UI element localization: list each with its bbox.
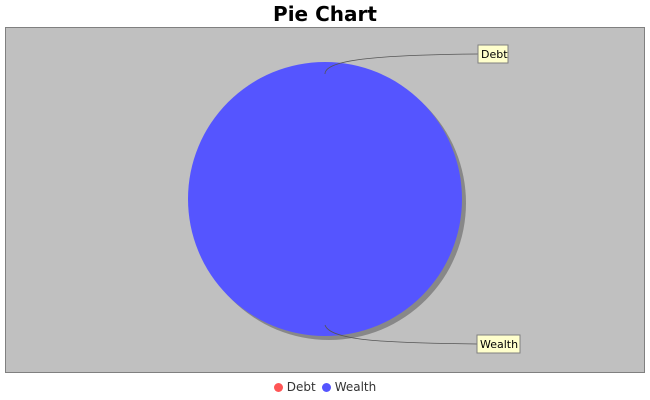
legend-swatch-wealth <box>321 382 331 392</box>
chart-title: Pie Chart <box>273 2 377 26</box>
legend-label-wealth: Wealth <box>334 380 377 394</box>
pie-slices <box>188 62 462 336</box>
callout-label-debt: Debt <box>481 48 508 61</box>
pie-slice-wealth <box>188 62 462 336</box>
legend-label-debt: Debt <box>286 380 316 394</box>
callout-line-wealth <box>324 324 478 345</box>
callout-label-wealth: Wealth <box>480 338 518 351</box>
legend: Debt Wealth <box>0 380 650 394</box>
callout-line-debt <box>324 53 479 75</box>
legend-swatch-debt <box>273 382 283 392</box>
callout-box-debt <box>477 44 509 64</box>
legend-item-wealth: Wealth <box>321 380 377 394</box>
legend-item-debt: Debt <box>273 380 316 394</box>
callout-box-wealth <box>476 334 521 354</box>
